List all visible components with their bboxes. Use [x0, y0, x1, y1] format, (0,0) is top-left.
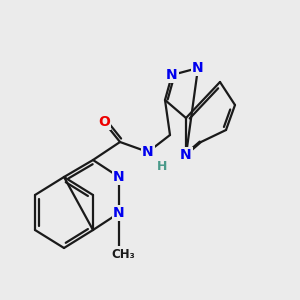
Text: H: H [157, 160, 167, 173]
Text: N: N [180, 148, 192, 162]
Text: N: N [142, 145, 154, 159]
Text: CH₃: CH₃ [111, 248, 135, 260]
Text: N: N [166, 68, 178, 82]
Text: N: N [113, 170, 125, 184]
Text: N: N [113, 206, 125, 220]
Text: N: N [192, 61, 204, 75]
Text: O: O [98, 115, 110, 129]
